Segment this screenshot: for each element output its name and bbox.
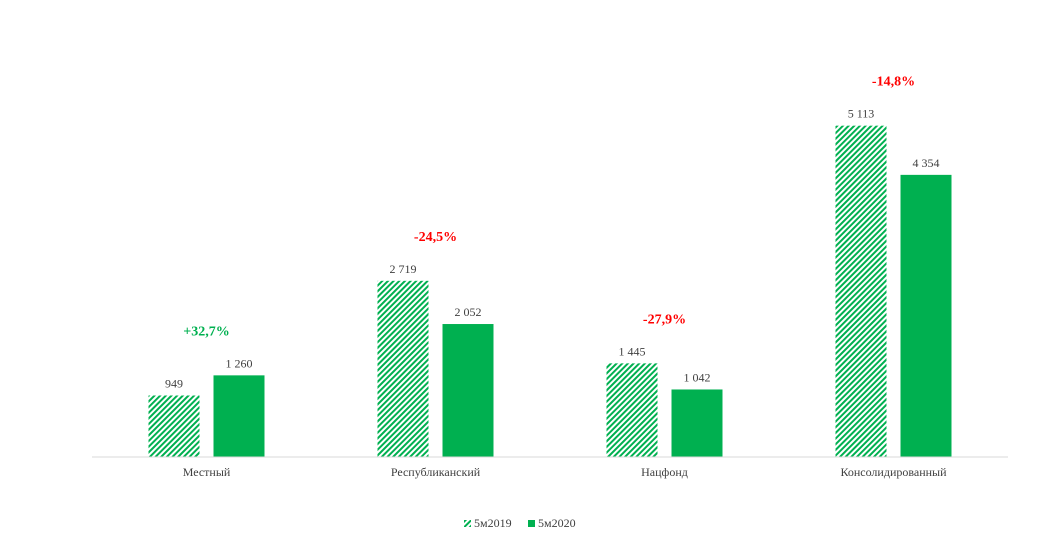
legend-swatch-5m2020 [528, 520, 535, 527]
change-label-cat-1: -24,5% [414, 230, 457, 245]
bar-5м2020-cat-0 [213, 375, 265, 457]
category-label-cat-3: Консолидированный [840, 465, 947, 479]
change-label-cat-0: +32,7% [183, 324, 229, 339]
category-label-cat-0: Местный [183, 465, 231, 479]
bar-5м2020-cat-1 [442, 324, 494, 457]
bar-5м2019-cat-3 [835, 125, 887, 457]
category-label-cat-1: Республиканский [391, 465, 481, 479]
change-label-cat-2: -27,9% [643, 312, 686, 327]
value-label-5м2019-cat-2: 1 445 [619, 344, 646, 358]
bar-5м2019-cat-2 [606, 363, 658, 457]
bar-5м2019-cat-1 [377, 280, 429, 457]
bar-5м2020-cat-2 [671, 389, 723, 457]
value-label-5м2019-cat-3: 5 113 [848, 107, 875, 121]
category-label-cat-2: Нацфонд [641, 465, 688, 479]
value-label-5м2019-cat-1: 2 719 [390, 262, 417, 276]
bar-5м2020-cat-3 [900, 174, 952, 458]
plot-area: 949 1 260 Местный +32,7% 2 719 2 052 Республик… [148, 75, 952, 479]
legend-label-5m2020: 5м2020 [538, 516, 576, 530]
change-label-cat-3: -14,8% [872, 75, 915, 90]
bar-5м2019-cat-0 [148, 395, 200, 457]
value-label-5м2020-cat-2: 1 042 [684, 370, 711, 384]
value-label-5м2020-cat-0: 1 260 [226, 356, 253, 370]
value-label-5м2019-cat-0: 949 [165, 377, 183, 391]
legend-swatch-5m2019 [464, 520, 471, 527]
value-label-5м2020-cat-1: 2 052 [455, 305, 482, 319]
legend-label-5m2019: 5м2019 [474, 516, 512, 530]
legend: 5м2019 5м2020 [464, 516, 576, 530]
value-label-5м2020-cat-3: 4 354 [913, 156, 940, 170]
